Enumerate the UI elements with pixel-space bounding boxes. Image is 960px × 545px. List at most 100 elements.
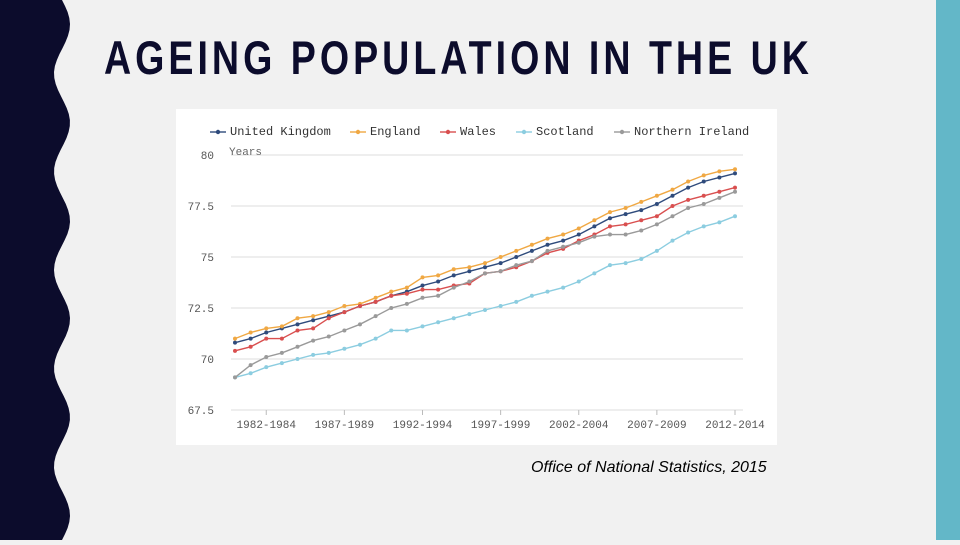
x-tick-label: 2002-2004 [549, 420, 609, 432]
data-point [436, 273, 441, 278]
legend-marker [619, 129, 625, 135]
data-point [451, 316, 456, 321]
data-point [373, 336, 378, 341]
data-point [561, 285, 566, 290]
data-point [717, 175, 722, 180]
data-point [248, 336, 253, 341]
data-point [686, 185, 691, 190]
data-point [420, 283, 425, 288]
data-point [264, 330, 269, 335]
legend-item: United Kingdom [210, 125, 331, 139]
data-point [436, 293, 441, 298]
x-tick-label: 2007-2009 [627, 420, 686, 432]
data-point [311, 318, 316, 323]
data-point [701, 179, 706, 184]
data-point [436, 320, 441, 325]
data-point [326, 316, 331, 321]
data-point [451, 285, 456, 290]
data-point [639, 228, 644, 233]
data-point [514, 255, 519, 259]
legend-marker [215, 129, 221, 135]
data-point [420, 295, 425, 300]
data-point [483, 261, 487, 266]
data-point [279, 336, 284, 341]
data-point [233, 340, 237, 345]
data-point [326, 334, 331, 339]
axes: 67.5 70 72.5 75 77.5 80 Years 1982-1984 1987-198… [188, 147, 766, 432]
data-point [467, 279, 472, 284]
data-point [373, 299, 378, 304]
data-point [483, 308, 487, 313]
data-point [342, 310, 347, 315]
data-point [420, 287, 425, 292]
y-tick-label: 67.5 [188, 406, 214, 418]
data-point [592, 271, 597, 276]
data-point [279, 324, 284, 329]
data-point [608, 263, 612, 268]
data-point [404, 291, 409, 296]
life-expectancy-chart: 67.5 70 72.5 75 77.5 80 Years 1982-1984 1987-198… [176, 109, 777, 445]
data-point [498, 255, 503, 259]
data-point [670, 238, 675, 243]
data-point [576, 232, 581, 237]
data-point [420, 275, 425, 280]
data-point [295, 328, 300, 333]
data-point [233, 375, 237, 380]
data-point [389, 328, 394, 333]
data-point [467, 265, 472, 270]
legend-label: Wales [460, 125, 496, 139]
data-point [436, 287, 441, 292]
data-point [279, 350, 284, 355]
legend: United Kingdom England Wales Scotland Northe… [210, 125, 749, 139]
data-point [592, 218, 597, 223]
series-united-kingdom [233, 171, 737, 345]
series-lines [233, 167, 737, 380]
data-point [701, 193, 706, 198]
data-point [717, 189, 722, 194]
series-line [234, 172, 736, 344]
source-name: Office of National Statistics [531, 459, 723, 476]
data-point [654, 214, 659, 219]
data-point [717, 220, 722, 225]
data-point [639, 257, 644, 262]
series-wales [233, 185, 737, 353]
data-point [670, 193, 675, 198]
data-point [311, 338, 316, 343]
series-scotland [233, 214, 737, 380]
data-point [733, 171, 737, 176]
series-line [234, 186, 736, 352]
data-point [342, 328, 347, 333]
data-point [248, 371, 253, 376]
legend-item: Scotland [516, 125, 594, 139]
y-axis-label: Years [229, 147, 262, 159]
data-point [420, 324, 425, 329]
data-point [311, 352, 316, 357]
data-point [686, 230, 691, 235]
grid-lines [231, 154, 743, 411]
data-point [639, 199, 644, 204]
data-point [654, 222, 659, 227]
data-point [233, 348, 237, 353]
data-point [701, 224, 706, 229]
x-tick-label: 1987-1989 [315, 420, 374, 432]
data-point [733, 185, 737, 190]
data-point [389, 306, 394, 310]
y-tick-label: 72.5 [188, 304, 214, 316]
decorative-wavy-band [0, 0, 80, 540]
data-point [248, 363, 253, 368]
series-line [234, 191, 736, 378]
data-point [483, 265, 487, 270]
x-tick-label: 1997-1999 [471, 420, 530, 432]
data-point [654, 201, 659, 206]
data-point [654, 193, 659, 198]
source-year: , 2015 [722, 459, 767, 476]
data-point [545, 242, 550, 247]
data-point [373, 295, 378, 300]
data-point [264, 354, 269, 359]
data-point [451, 267, 456, 272]
data-point [608, 232, 612, 237]
data-point [576, 279, 581, 284]
decorative-side-bar [936, 0, 960, 540]
data-point [686, 206, 691, 211]
data-point [326, 350, 331, 355]
